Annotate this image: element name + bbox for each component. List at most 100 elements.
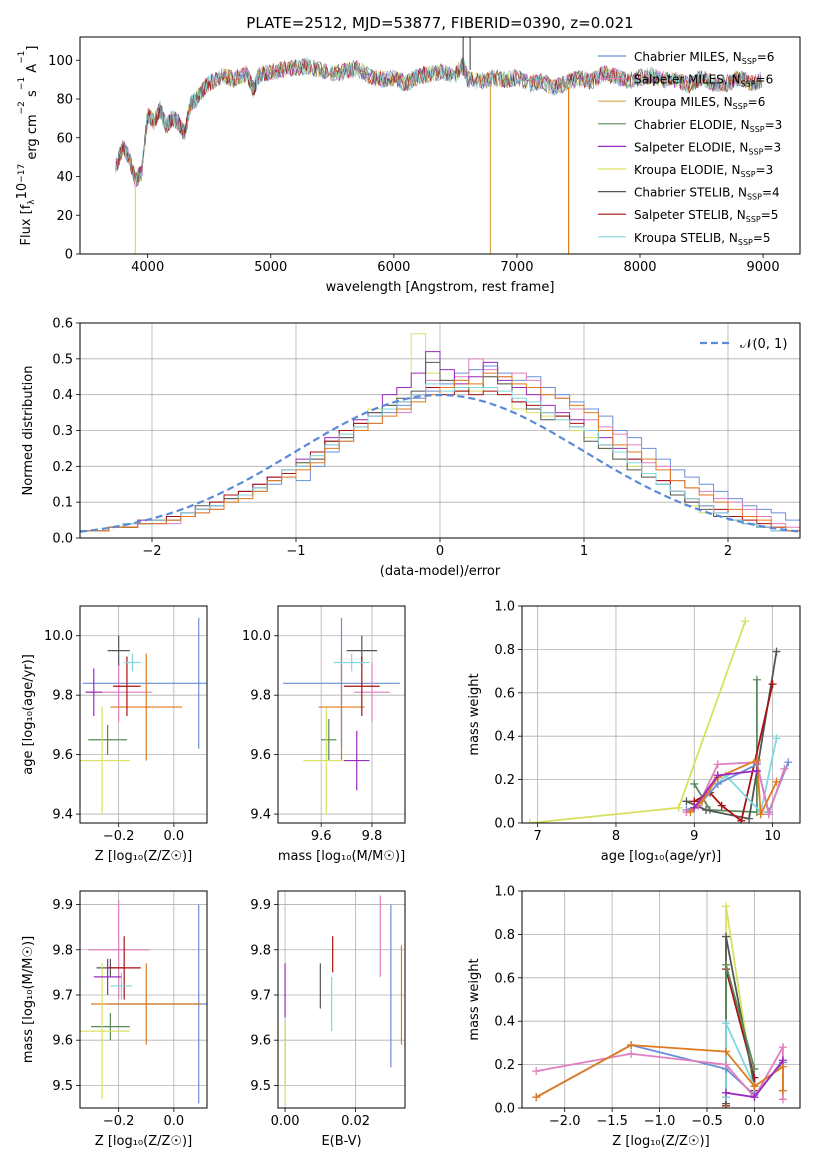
weight-marker [721, 960, 730, 969]
legend-name: Kroupa ELODIE, N [634, 163, 741, 177]
x-tick-label: 0 [436, 544, 444, 559]
weight-marker [750, 1093, 759, 1102]
axis-ticks: 7 8 9 10 0.0 0.2 0.4 0.6 0.8 1.0 [494, 600, 781, 845]
weight-marker [772, 647, 781, 656]
weight-marker [690, 803, 699, 812]
y-tick-label: 0.0 [494, 1102, 515, 1117]
weight-marker [702, 805, 711, 814]
weight-marker [721, 1088, 730, 1097]
y-axis-label-part: −17 [17, 164, 27, 183]
weight-marker [780, 764, 789, 773]
y-tick-label: 100 [48, 54, 73, 69]
y-tick-label: 10.0 [44, 629, 73, 644]
x-tick-label: 9000 [747, 260, 780, 275]
x-tick-label: 7 [534, 829, 542, 844]
age-vs-mass-panel: 9.6 9.8 9.4 9.6 9.8 10.0 mass [log₁₀(M/M☉)] [242, 605, 406, 864]
y-tick-label: 10.0 [242, 629, 271, 644]
legend-sub: SSP [741, 170, 756, 179]
y-tick-label: 0 [65, 248, 73, 263]
weight-marker [686, 808, 695, 817]
figure-title: PLATE=2512, MJD=53877, FIBERID=0390, z=0… [246, 14, 633, 32]
weight-marker [784, 758, 793, 767]
axis-ticks: −0.2 0.0 9.4 9.6 9.8 10.0 [44, 629, 184, 844]
weight-marker [752, 675, 761, 684]
axes-frame [277, 890, 406, 1109]
y-tick-label: 0.3 [52, 424, 73, 439]
legend-label: Kroupa ELODIE, NSSP=3 [634, 163, 773, 179]
x-tick-label: −0.2 [103, 829, 135, 844]
y-axis-label-part: A [25, 64, 40, 77]
y-tick-label: 0.8 [494, 928, 515, 943]
weight-marker [721, 1047, 730, 1056]
mass-vs-metallicity-panel: −0.2 0.0 9.5 9.6 9.7 9.8 9.9 Z [log₁₀(Z/Z☉)] mas… [21, 890, 208, 1149]
legend-sub: SSP [733, 102, 748, 111]
x-tick-label: 0.02 [341, 1114, 370, 1129]
weight-vs-metallicity-panel: −2.0 −1.5 −1.0 −0.5 0.0 0.0 0.2 0.4 0.6 0.8 1.0 Z [… [467, 885, 801, 1149]
grid-lines [522, 890, 800, 1109]
x-tick-label: 0.0 [744, 1114, 765, 1129]
weight-line [725, 968, 756, 1106]
weight-marker [752, 756, 761, 765]
x-tick-label: 2 [724, 544, 732, 559]
y-axis-label-part: −2 [17, 101, 27, 114]
plot-area [525, 617, 793, 823]
x-tick-label: 7000 [500, 260, 533, 275]
weight-marker [772, 777, 781, 786]
legend-sub: SSP [738, 238, 753, 247]
weight-marker [741, 617, 750, 626]
y-axis-label-part: −1 [17, 51, 27, 64]
x-axis-label: (data-model)/error [380, 564, 501, 579]
legend-suffix: =6 [757, 50, 775, 64]
y-axis-label: mass weight [467, 673, 482, 755]
x-tick-label: 4000 [131, 260, 164, 275]
plot-area [532, 902, 787, 1108]
x-tick-label: 8 [612, 829, 620, 844]
weight-marker [721, 932, 730, 941]
weight-line [689, 758, 778, 818]
y-tick-label: 9.5 [250, 1079, 271, 1094]
spectrum-panel: 4000 5000 6000 7000 8000 9000 0 20 40 60 80 100 wave… [15, 36, 801, 295]
plot-area [115, 37, 763, 254]
x-axis-label: wavelength [Angstrom, rest frame] [326, 280, 555, 295]
y-tick-label: 9.9 [52, 898, 73, 913]
y-tick-label: 0.4 [52, 388, 73, 403]
x-tick-label: 8000 [623, 260, 656, 275]
y-tick-label: 9.6 [250, 748, 271, 763]
y-tick-label: 0.4 [494, 730, 515, 745]
legend-sub: SSP [742, 57, 757, 66]
y-tick-label: 80 [56, 93, 73, 108]
x-axis-label: E(B-V) [321, 1134, 361, 1149]
legend-sub: SSP [741, 80, 756, 89]
weight-marker [674, 803, 683, 812]
y-axis-label-part: s [25, 90, 40, 101]
y-tick-label: 40 [56, 170, 73, 185]
axes-frame [79, 605, 208, 824]
spectrum-line [115, 58, 763, 188]
y-tick-label: 0.6 [494, 971, 515, 986]
weight-marker [713, 771, 722, 780]
y-tick-label: 9.6 [52, 748, 73, 763]
y-tick-label: 0.4 [494, 1015, 515, 1030]
y-axis-label: Normed distribution [21, 366, 36, 496]
axes-frame [277, 605, 406, 824]
weight-marker [713, 760, 722, 769]
y-tick-label: 0.2 [494, 773, 515, 788]
axis-ticks: −2 −1 0 1 2 0.0 0.1 0.2 0.3 0.4 0.5 0.6 [52, 317, 732, 560]
plot-area [284, 895, 403, 1104]
y-axis-label-part: −1 [17, 77, 27, 90]
legend-suffix: =5 [753, 231, 771, 245]
x-axis-label: Z [log₁₀(Z/Z☉)] [95, 1134, 192, 1149]
weight-marker [768, 680, 777, 689]
weight-marker [721, 1060, 730, 1069]
x-axis-label: mass [log₁₀(M/M☉)] [278, 849, 405, 864]
weight-marker [627, 1049, 636, 1058]
weight-marker [778, 1043, 787, 1052]
residuals-panel: −2 −1 0 1 2 0.0 0.1 0.2 0.3 0.4 0.5 0.6 (data-model)… [21, 317, 801, 579]
legend-label: Chabrier STELIB, NSSP=4 [634, 186, 780, 202]
weight-marker [525, 819, 534, 823]
weight-marker [737, 816, 746, 823]
plot-area [283, 617, 400, 815]
x-tick-label: −1.0 [644, 1114, 676, 1129]
plot-area [80, 617, 207, 815]
